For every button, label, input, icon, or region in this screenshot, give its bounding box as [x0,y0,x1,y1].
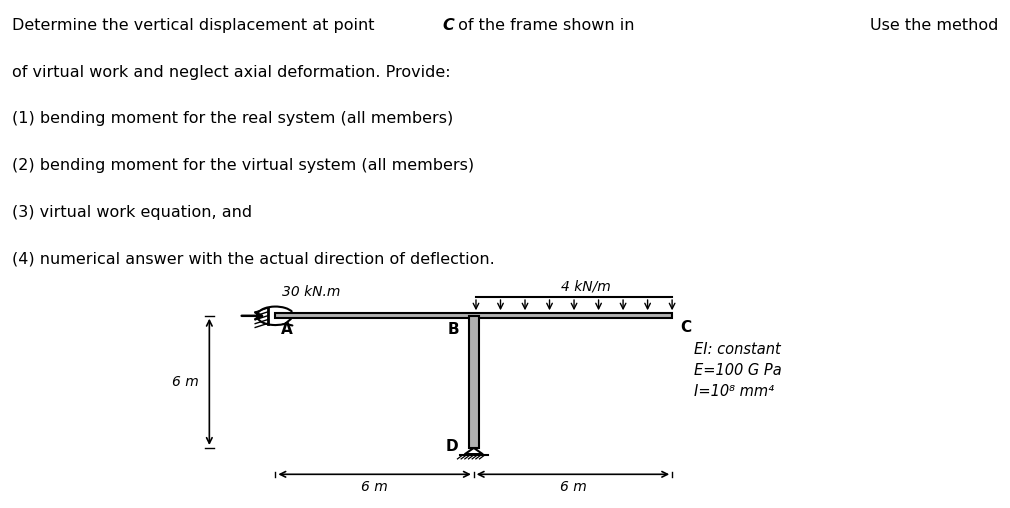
Text: C: C [680,320,691,335]
Text: A: A [281,322,293,337]
Bar [469,316,479,448]
Text: of virtual work and neglect axial deformation. Provide:: of virtual work and neglect axial deform… [12,65,450,80]
Text: (1) bending moment for the real system (all members): (1) bending moment for the real system (… [12,111,453,126]
Text: (3) virtual work equation, and: (3) virtual work equation, and [12,205,252,220]
Text: E=100 G Pa: E=100 G Pa [694,363,782,378]
Text: 4 kN/m: 4 kN/m [562,279,611,293]
Text: D: D [445,439,459,454]
Text: (4) numerical answer with the actual direction of deflection.: (4) numerical answer with the actual dir… [12,251,495,267]
Bar [276,313,672,318]
Text: I=10⁸ mm⁴: I=10⁸ mm⁴ [694,384,774,399]
Text: of the frame shown in: of the frame shown in [453,18,635,33]
Text: B: B [448,322,460,337]
Text: 6 m: 6 m [560,480,587,494]
Text: 30 kN.m: 30 kN.m [282,284,340,299]
Text: (2) bending moment for the virtual system (all members): (2) bending moment for the virtual syste… [12,158,475,173]
Text: EI: constant: EI: constant [694,342,781,357]
Text: 6 m: 6 m [362,480,388,494]
Text: C: C [442,18,454,33]
Text: Determine the vertical displacement at point: Determine the vertical displacement at p… [12,18,380,33]
Text: Use the method: Use the method [870,18,998,33]
Text: 6 m: 6 m [172,375,198,389]
